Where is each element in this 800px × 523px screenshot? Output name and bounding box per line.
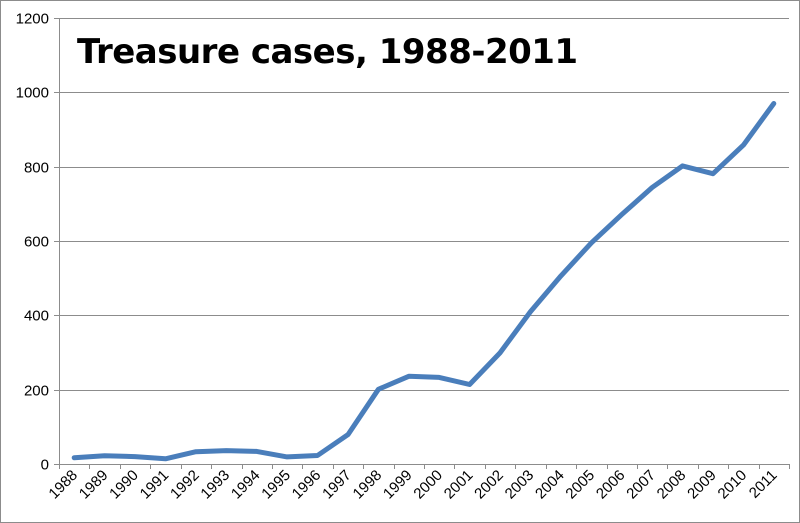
x-tick-label: 2003 bbox=[502, 467, 538, 503]
y-tick-label: 200 bbox=[24, 383, 49, 400]
x-tick-label: 1993 bbox=[197, 467, 233, 503]
chart-title: Treasure cases, 1988-2011 bbox=[77, 32, 578, 72]
y-tick-label: 1000 bbox=[16, 85, 49, 102]
series-layer bbox=[71, 101, 777, 462]
x-tick-label: 1998 bbox=[350, 467, 386, 503]
x-tick-label: 2008 bbox=[654, 467, 690, 503]
x-tick-label: 1992 bbox=[167, 467, 203, 503]
x-tick-label: 2010 bbox=[715, 467, 751, 503]
x-tick-label: 2011 bbox=[746, 467, 781, 502]
x-tick-label: 1995 bbox=[258, 467, 294, 503]
x-tick-label: 2000 bbox=[410, 467, 446, 503]
x-tick-label: 2004 bbox=[532, 467, 568, 503]
y-tick-label: 800 bbox=[24, 160, 49, 177]
x-tick-label: 1989 bbox=[76, 467, 112, 503]
x-tick-label: 2001 bbox=[441, 467, 477, 503]
x-tick-label: 1996 bbox=[289, 467, 325, 503]
series-line bbox=[71, 101, 777, 462]
x-tick-label: 1991 bbox=[137, 467, 173, 503]
y-tick-label: 600 bbox=[24, 234, 49, 251]
axes bbox=[54, 18, 790, 469]
y-tick-label: 1200 bbox=[16, 11, 49, 28]
x-tick-label: 2007 bbox=[623, 467, 659, 503]
x-tick-label: 2006 bbox=[593, 467, 629, 503]
x-tick-label: 1988 bbox=[45, 467, 81, 503]
x-tick-label: 2002 bbox=[471, 467, 507, 503]
x-tick-label: 1997 bbox=[319, 467, 355, 503]
x-tick-label: 1999 bbox=[380, 467, 416, 503]
y-tick-label: 400 bbox=[24, 308, 49, 325]
x-tick-label: 1994 bbox=[228, 467, 264, 503]
gridlines bbox=[59, 18, 789, 391]
x-tick-label: 2005 bbox=[562, 467, 598, 503]
x-tick-label: 2009 bbox=[684, 467, 720, 503]
tick-labels: 0200400600800100012001988198919901991199… bbox=[16, 11, 781, 503]
y-tick-label: 0 bbox=[41, 457, 49, 474]
x-tick-label: 1990 bbox=[106, 467, 142, 503]
